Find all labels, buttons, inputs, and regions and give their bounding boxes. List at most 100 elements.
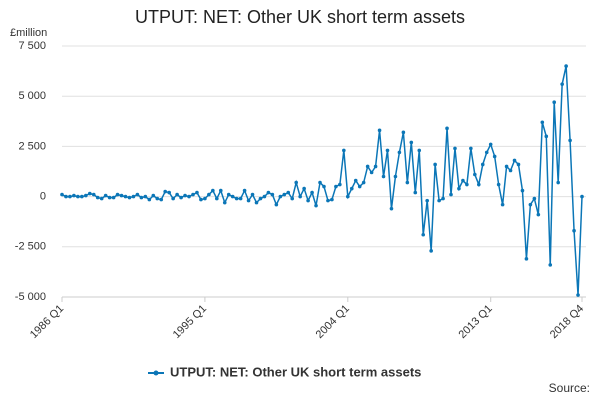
data-point [68, 194, 72, 199]
data-point [508, 168, 513, 173]
data-point [552, 100, 557, 105]
data-point [80, 194, 84, 199]
data-point [258, 196, 263, 201]
x-tick-label: 1995 Q1 [171, 303, 209, 341]
data-point [278, 194, 283, 199]
data-point [230, 194, 235, 199]
data-point [429, 249, 433, 253]
data-point [310, 190, 314, 195]
data-point [286, 190, 291, 195]
data-point [298, 194, 302, 199]
data-point [203, 196, 207, 201]
data-point [393, 174, 398, 179]
data-point [385, 148, 390, 153]
data-point [504, 164, 509, 169]
data-point [334, 184, 338, 189]
data-point [238, 196, 243, 201]
data-point [191, 192, 195, 197]
data-point [155, 196, 160, 201]
data-point [476, 182, 481, 187]
data-point [357, 184, 362, 189]
data-point [524, 257, 529, 261]
chart-title: UTPUT: NET: Other UK short term assets [135, 7, 465, 27]
data-point [437, 198, 441, 203]
y-tick-label: -2 500 [15, 241, 46, 253]
data-point [72, 193, 76, 198]
data-point [465, 182, 469, 187]
y-tick-label: 7 500 [18, 40, 46, 52]
data-point [338, 182, 342, 187]
data-point [564, 64, 568, 68]
data-point [544, 134, 549, 139]
data-point [171, 196, 175, 201]
data-point [147, 197, 152, 202]
data-point [167, 190, 171, 195]
data-point [64, 194, 68, 199]
data-point [572, 228, 576, 233]
data-point [568, 138, 572, 143]
data-point [488, 142, 493, 147]
data-point [143, 194, 148, 199]
data-point [413, 190, 418, 195]
data-point [131, 194, 136, 199]
data-point [560, 82, 564, 86]
data-point [163, 189, 168, 194]
data-point [500, 202, 505, 207]
data-point [449, 192, 453, 197]
x-tick-label: 2004 Q1 [314, 303, 352, 341]
data-point [445, 126, 449, 131]
x-tick-label: 2013 Q1 [457, 303, 495, 341]
data-point [532, 196, 537, 201]
data-point [484, 150, 489, 155]
data-point [461, 178, 465, 183]
y-tick-label: 2 500 [18, 140, 46, 152]
data-point [496, 182, 501, 187]
data-point [274, 202, 279, 207]
data-point [318, 180, 322, 185]
data-point [115, 192, 120, 197]
x-tick-label: 2018 Q4 [548, 303, 586, 341]
data-point [99, 196, 104, 201]
data-point [512, 158, 517, 163]
data-point [302, 186, 306, 191]
data-point [580, 194, 584, 199]
data-point [139, 195, 144, 200]
data-point [60, 192, 64, 197]
data-point [322, 184, 326, 189]
data-point [520, 188, 525, 193]
data-point [548, 263, 553, 267]
data-point [91, 192, 96, 197]
data-point [211, 188, 215, 193]
data-point [159, 197, 164, 202]
data-point [536, 212, 541, 217]
data-point [234, 196, 239, 201]
series-line [61, 65, 583, 296]
data-point [195, 190, 199, 195]
data-point [365, 164, 370, 169]
data-point [516, 162, 521, 167]
data-point [381, 174, 386, 179]
data-point [556, 180, 560, 185]
data-point [242, 188, 247, 193]
data-point [492, 154, 497, 159]
data-point [226, 192, 231, 197]
data-point [389, 206, 394, 211]
data-point [326, 198, 330, 203]
x-tick-label: 1986 Q1 [28, 303, 66, 341]
data-point [246, 198, 251, 203]
data-point [373, 164, 378, 169]
data-point [417, 148, 422, 153]
data-point [187, 194, 191, 199]
data-point [473, 172, 477, 177]
data-point [306, 198, 310, 203]
data-point [250, 192, 255, 197]
data-point [76, 194, 80, 199]
data-point [409, 140, 414, 145]
data-point [540, 120, 545, 125]
data-point [361, 180, 366, 185]
data-point [282, 192, 287, 197]
data-point [119, 193, 124, 198]
data-point [222, 200, 227, 205]
data-point [330, 197, 334, 202]
data-point [183, 193, 187, 198]
